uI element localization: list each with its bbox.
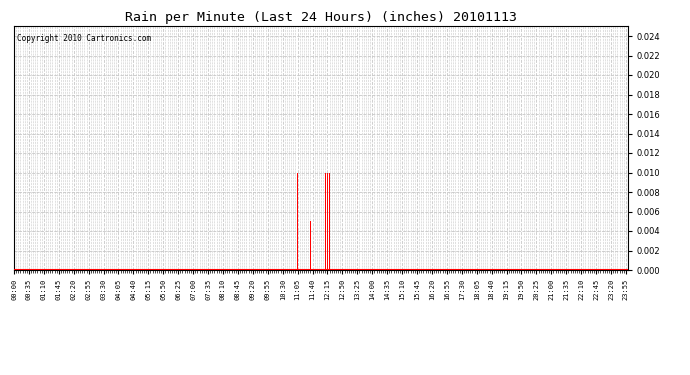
Title: Rain per Minute (Last 24 Hours) (inches) 20101113: Rain per Minute (Last 24 Hours) (inches)…: [125, 11, 517, 24]
Text: Copyright 2010 Cartronics.com: Copyright 2010 Cartronics.com: [17, 34, 151, 43]
